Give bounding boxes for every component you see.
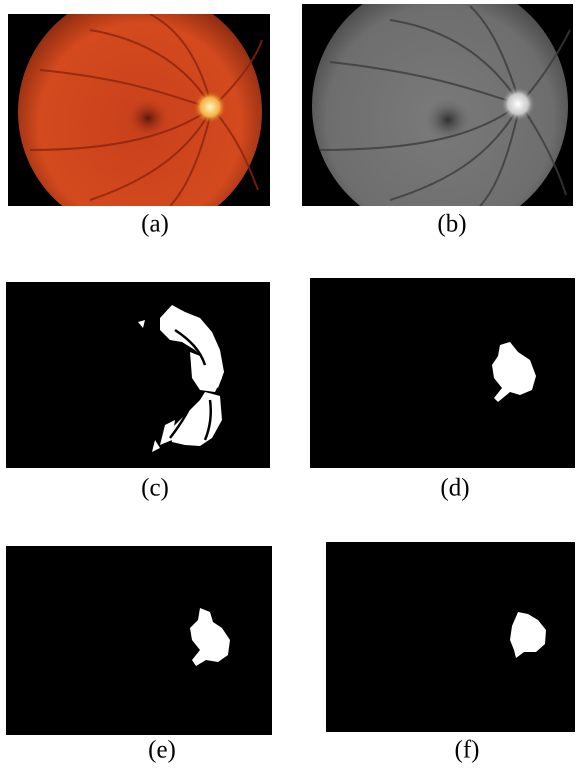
caption: (b) (437, 211, 466, 238)
mask-d (310, 278, 575, 468)
caption: (d) (440, 475, 469, 502)
fundus-gray (302, 0, 573, 234)
caption: (f) (455, 737, 480, 764)
mask-e (6, 546, 272, 735)
caption: (c) (141, 475, 169, 502)
caption: (e) (148, 737, 176, 764)
fundus-color (8, 0, 270, 234)
caption: (a) (141, 211, 169, 238)
figure: (a) (b) (c) (d) (e) (f) (0, 0, 578, 771)
mask-c (6, 282, 270, 468)
mask-f (326, 542, 575, 732)
page: {"panels": [{"caption": "(a)"}, {"captio… (0, 0, 578, 771)
